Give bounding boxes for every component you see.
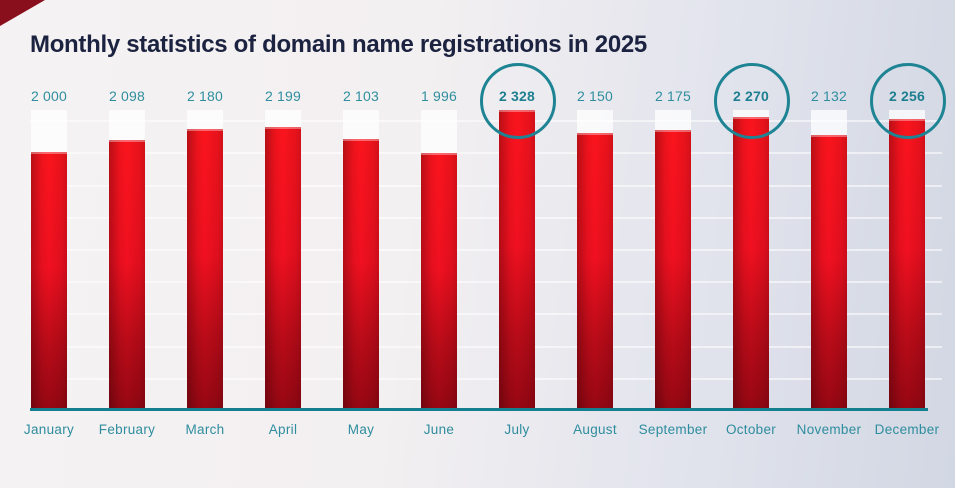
bar-august	[577, 133, 613, 410]
value-label-may: 2 103	[342, 88, 380, 104]
value-label-december: 2 256	[888, 88, 926, 104]
gridline	[30, 281, 942, 283]
bar-july	[499, 110, 535, 410]
value-label-january: 2 000	[30, 88, 68, 104]
bar-october	[733, 117, 769, 410]
bar-april	[265, 127, 301, 410]
bar-june	[421, 153, 457, 410]
gridline	[30, 313, 942, 315]
highlight-circle-october	[714, 63, 790, 139]
value-label-october: 2 270	[732, 88, 770, 104]
month-label-may: May	[347, 422, 375, 437]
bar-march	[187, 129, 223, 410]
x-axis-baseline	[30, 408, 928, 411]
value-label-august: 2 150	[576, 88, 614, 104]
gridline	[30, 378, 942, 380]
highlight-circle-december	[870, 63, 946, 139]
month-label-april: April	[268, 422, 298, 437]
value-label-march: 2 180	[186, 88, 224, 104]
month-label-december: December	[874, 422, 940, 437]
chart-title: Monthly statistics of domain name regist…	[30, 31, 647, 58]
gridline	[30, 217, 942, 219]
corner-decoration	[0, 0, 45, 26]
bar-february	[109, 140, 145, 410]
highlight-circle-july	[480, 63, 556, 139]
gridline	[30, 346, 942, 348]
bar-december	[889, 119, 925, 410]
month-label-september: September	[638, 422, 708, 437]
value-label-april: 2 199	[264, 88, 302, 104]
value-label-september: 2 175	[654, 88, 692, 104]
bar-september	[655, 130, 691, 410]
value-label-november: 2 132	[810, 88, 848, 104]
bar-may	[343, 139, 379, 410]
value-label-july: 2 328	[498, 88, 536, 104]
value-label-february: 2 098	[108, 88, 146, 104]
month-label-august: August	[573, 422, 617, 437]
bar-november	[811, 135, 847, 410]
month-label-november: November	[796, 422, 862, 437]
month-label-june: June	[423, 422, 455, 437]
month-label-january: January	[23, 422, 75, 437]
value-label-june: 1 996	[420, 88, 458, 104]
gridline	[30, 249, 942, 251]
bar-january	[31, 152, 67, 410]
gridline	[30, 152, 942, 154]
month-label-march: March	[185, 422, 225, 437]
gridline	[30, 185, 942, 187]
month-label-july: July	[504, 422, 530, 437]
month-label-october: October	[725, 422, 777, 437]
month-label-february: February	[98, 422, 156, 437]
